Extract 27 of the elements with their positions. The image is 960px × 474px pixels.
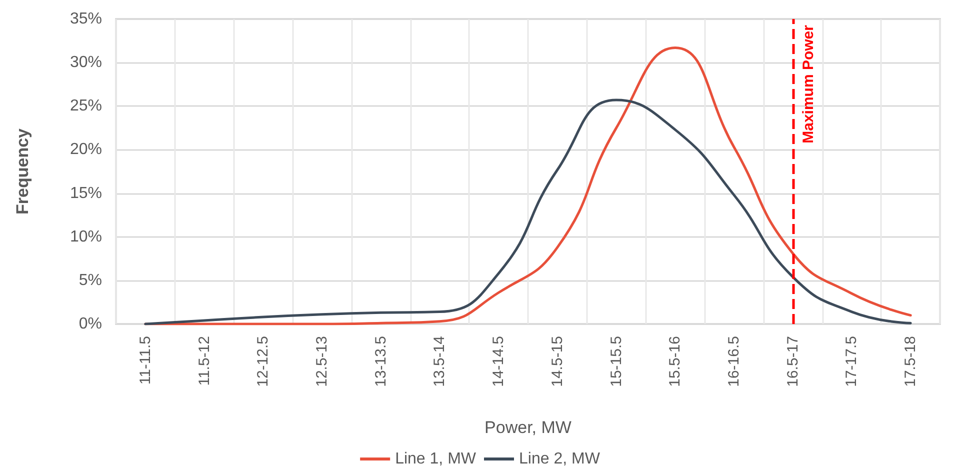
y-tick-label: 25%: [70, 98, 102, 115]
y-tick-label: 30%: [70, 54, 102, 72]
x-tick-label: 11.5-12: [196, 336, 213, 386]
legend-label: Line 1, MW: [395, 450, 477, 468]
y-tick-label: 15%: [70, 184, 102, 202]
y-tick-label: 35%: [70, 10, 102, 28]
legend-label: Line 2, MW: [519, 450, 601, 468]
x-tick-label: 16.5-17: [784, 336, 802, 387]
y-tick-label: 5%: [78, 272, 102, 289]
x-tick-label: 15.5-16: [666, 336, 684, 387]
x-tick-label: 16-16.5: [726, 336, 742, 387]
x-tick-label: 15-15.5: [608, 336, 625, 387]
x-tick-label: 17-17.5: [843, 336, 860, 387]
x-tick-label: 14-14.5: [490, 336, 508, 387]
x-tick-label: 12.5-13: [314, 336, 330, 387]
x-tick-label: 13-13.5: [372, 336, 390, 387]
x-tick-label: 14.5-15: [548, 336, 566, 387]
y-tick-label: 0%: [78, 316, 102, 332]
x-tick-label: 12-12.5: [254, 336, 272, 387]
y-axis-title: Frequency: [13, 128, 32, 214]
x-tick-label: 13.5-14: [431, 336, 448, 387]
y-tick-label: 10%: [70, 228, 102, 246]
y-tick-label: 20%: [70, 141, 102, 158]
ref-line-label: Maximum Power: [800, 24, 817, 144]
x-axis-title: Power, MW: [484, 418, 572, 437]
x-tick-label: 11-11.5: [136, 336, 154, 385]
x-tick-label: 17.5-18: [902, 336, 920, 387]
